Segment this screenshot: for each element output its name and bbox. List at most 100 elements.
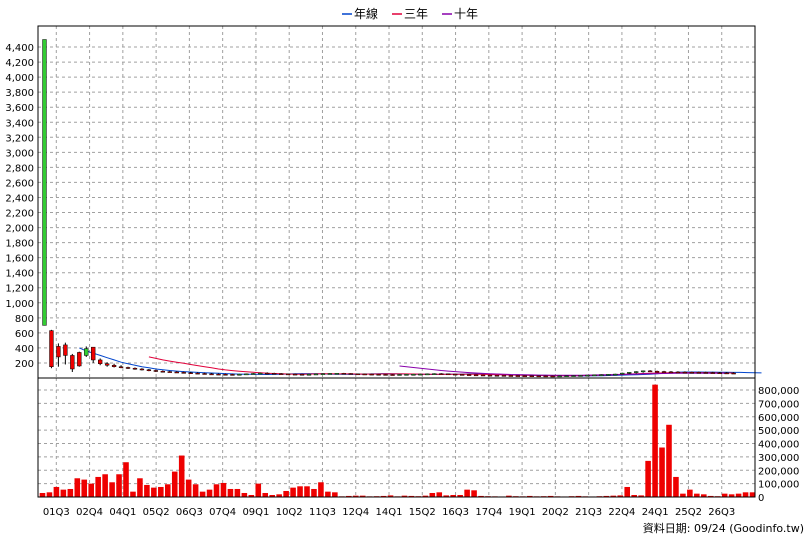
price-tick-label: 2,000	[5, 224, 34, 235]
candle-body	[181, 372, 186, 374]
candle-body	[209, 373, 214, 376]
price-tick-label: 1,200	[5, 284, 34, 295]
volume-bar	[464, 489, 470, 497]
x-tick-label: 11Q3	[309, 507, 336, 518]
volume-bar	[617, 495, 624, 497]
volume-bar	[325, 491, 331, 497]
candle-body	[132, 367, 138, 370]
candle-body	[439, 373, 444, 375]
volume-bar	[721, 493, 728, 497]
candle-body	[425, 373, 430, 376]
volume-bar	[241, 492, 248, 497]
volume-panel-background	[38, 378, 755, 497]
candle-body	[515, 375, 521, 377]
legend-label-2: 十年	[454, 7, 478, 21]
price-panel-background	[38, 26, 755, 380]
volume-bar	[408, 495, 415, 497]
x-tick-label: 05Q2	[143, 507, 170, 518]
candle-body	[251, 373, 256, 375]
volume-bar	[206, 489, 213, 497]
candle-body	[258, 372, 263, 375]
volume-bar	[297, 486, 303, 497]
x-tick-label: 06Q3	[176, 507, 203, 518]
volume-bar	[429, 492, 436, 497]
x-tick-label: 09Q1	[242, 507, 269, 518]
chart-legend: 年線 三年 十年	[342, 6, 478, 21]
candle-body	[731, 372, 736, 375]
candle-body	[508, 375, 514, 377]
candle-body	[557, 375, 562, 378]
volume-tick-label: 200,000	[758, 466, 799, 477]
x-tick-label: 02Q4	[76, 507, 103, 518]
ma-line-十年	[399, 365, 727, 376]
x-tick-label: 19Q1	[509, 507, 536, 518]
volume-bar	[742, 492, 749, 497]
volume-bar	[687, 489, 693, 497]
volume-bar	[443, 495, 450, 497]
x-tick-label: 26Q3	[708, 507, 735, 518]
candle-body	[453, 373, 458, 376]
volume-bar	[144, 484, 150, 497]
volume-bar	[624, 486, 631, 497]
x-tick-label: 12Q4	[342, 507, 369, 518]
volume-bar	[102, 474, 108, 497]
volume-bar	[673, 476, 679, 497]
price-tick-label: 3,400	[5, 118, 34, 129]
volume-bar	[680, 493, 686, 497]
volume-bar	[283, 490, 289, 497]
candle-body	[446, 373, 451, 376]
volume-bar	[471, 490, 477, 497]
candle-body	[174, 371, 179, 374]
volume-bar	[332, 492, 338, 497]
volume-bar	[255, 483, 262, 497]
x-tick-label: 22Q4	[608, 507, 635, 518]
volume-bar	[248, 494, 255, 497]
candle-body	[411, 373, 416, 376]
volume-bar	[749, 492, 756, 497]
volume-tick-label: 0	[758, 493, 764, 504]
volume-bar	[109, 482, 115, 497]
x-tick-label: 16Q3	[442, 507, 469, 518]
candle-body	[571, 375, 576, 377]
candle-body	[320, 373, 326, 375]
candle-body	[647, 370, 653, 373]
candle-body	[675, 371, 681, 374]
candle-body	[146, 369, 152, 371]
volume-bar	[694, 493, 700, 497]
volume-bar	[178, 455, 185, 497]
volume-bar	[422, 495, 429, 497]
price-tick-label: 2,200	[5, 209, 34, 220]
volume-bar	[610, 495, 617, 497]
volume-tick-label: 100,000	[758, 480, 799, 491]
candle-body	[70, 355, 75, 370]
candle-body	[230, 374, 235, 376]
candle-body	[466, 374, 472, 376]
price-tick-label: 1,800	[5, 239, 34, 250]
volume-bar	[457, 494, 463, 497]
volume-bar	[234, 488, 241, 497]
volume-tick-label: 800,000	[758, 386, 799, 397]
volume-bar	[137, 478, 143, 497]
candle-body	[599, 374, 604, 376]
x-tick-label: 07Q4	[209, 507, 236, 518]
candle-body	[487, 374, 493, 377]
x-tick-label: 04Q1	[109, 507, 136, 518]
price-tick-label: 200	[15, 359, 34, 370]
candle-body	[104, 363, 110, 366]
price-tick-label: 800	[15, 314, 34, 325]
volume-bar	[67, 488, 74, 497]
legend-label-1: 三年	[404, 7, 428, 21]
candle-body	[480, 374, 486, 377]
volume-bar	[46, 492, 53, 497]
candle-body	[459, 374, 465, 376]
candle-body	[661, 371, 667, 373]
x-tick-label: 14Q1	[376, 507, 403, 518]
volume-bar	[192, 484, 199, 497]
candle-body	[397, 374, 402, 376]
volume-tick-label: 700,000	[758, 399, 799, 410]
candle-body	[327, 373, 333, 375]
candle-body	[223, 373, 228, 376]
volume-bar	[352, 495, 359, 497]
volume-bar	[547, 495, 554, 497]
candle-body	[285, 373, 291, 376]
